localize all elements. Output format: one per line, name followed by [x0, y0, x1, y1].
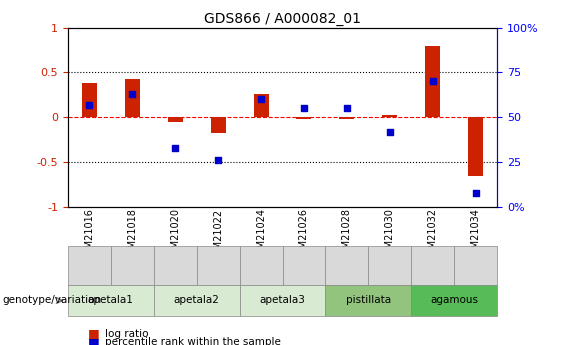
Text: log ratio: log ratio [105, 329, 148, 339]
Bar [468, 117, 483, 176]
Point [299, 106, 308, 111]
Bar [254, 94, 268, 117]
Text: apetala1: apetala1 [88, 296, 134, 305]
Bar [383, 115, 397, 117]
Text: ■: ■ [88, 327, 99, 341]
Point [428, 79, 437, 84]
Text: percentile rank within the sample: percentile rank within the sample [105, 337, 280, 345]
Bar [168, 117, 182, 122]
Bar [340, 117, 354, 119]
Point [214, 158, 223, 163]
Point [257, 97, 266, 102]
Text: agamous: agamous [431, 296, 478, 305]
Bar [82, 83, 97, 117]
Point [385, 129, 394, 135]
Bar [425, 46, 440, 117]
Point [342, 106, 351, 111]
Text: GDS866 / A000082_01: GDS866 / A000082_01 [204, 12, 361, 26]
Point [471, 190, 480, 195]
Text: ■: ■ [88, 336, 99, 345]
Point [128, 91, 137, 97]
Text: genotype/variation: genotype/variation [3, 296, 102, 305]
Bar [297, 117, 311, 119]
Point [171, 145, 180, 150]
Text: pistillata: pistillata [346, 296, 391, 305]
Text: apetala3: apetala3 [259, 296, 306, 305]
Text: apetala2: apetala2 [173, 296, 220, 305]
Bar [211, 117, 225, 134]
Point [85, 102, 94, 108]
Bar [125, 79, 140, 117]
